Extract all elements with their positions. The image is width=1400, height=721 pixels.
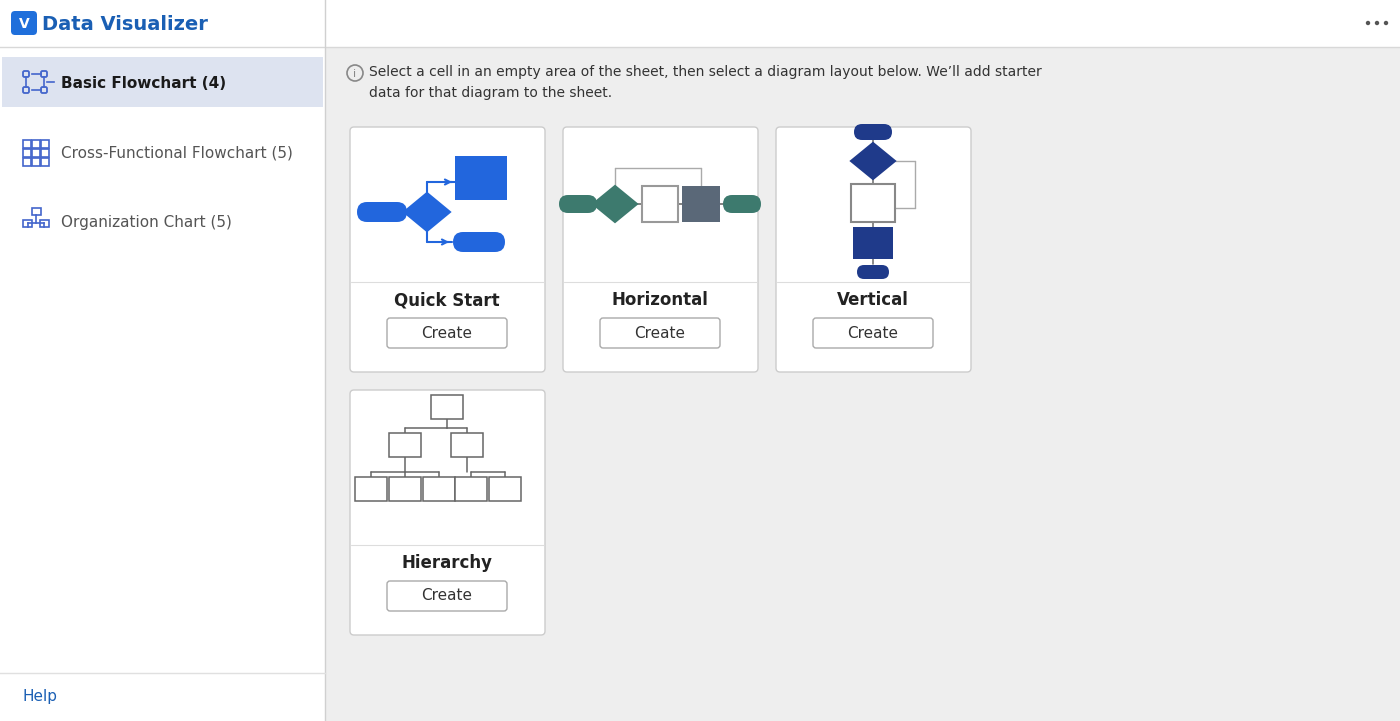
Bar [41,158,49,166]
FancyBboxPatch shape [559,195,596,213]
Bar [356,477,386,501]
Text: Data Visualizer: Data Visualizer [42,14,207,33]
Bar [431,395,463,419]
Polygon shape [405,193,449,231]
Text: V: V [18,17,29,31]
Bar [0,47,325,721]
Bar [32,208,41,215]
Text: Create: Create [634,325,686,340]
Circle shape [1383,21,1389,25]
Bar [0,0,1400,47]
FancyBboxPatch shape [563,127,757,372]
Text: Organization Chart (5): Organization Chart (5) [62,216,232,231]
Text: Quick Start: Quick Start [395,291,500,309]
Bar [643,186,678,222]
Text: Create: Create [421,588,473,603]
Bar [22,158,31,166]
Bar [423,477,455,501]
FancyBboxPatch shape [350,390,545,635]
FancyBboxPatch shape [386,318,507,348]
Bar [32,140,41,148]
Bar [455,477,487,501]
Polygon shape [594,186,637,222]
Bar [41,149,49,157]
Bar [389,477,421,501]
Text: Help: Help [22,689,57,704]
Text: Create: Create [421,325,473,340]
FancyBboxPatch shape [454,232,505,252]
Bar [851,184,895,222]
Text: Create: Create [847,325,899,340]
Text: i: i [353,69,357,79]
Bar [489,477,521,501]
Bar [682,186,720,222]
FancyBboxPatch shape [11,11,36,35]
Circle shape [1375,21,1379,25]
Bar [22,220,32,227]
Text: Basic Flowchart (4): Basic Flowchart (4) [62,76,227,91]
Text: Vertical: Vertical [837,291,909,309]
Circle shape [1366,21,1371,25]
FancyBboxPatch shape [601,318,720,348]
FancyBboxPatch shape [776,127,972,372]
Bar [1,57,323,107]
Text: Hierarchy: Hierarchy [402,554,493,572]
Bar [22,149,31,157]
FancyBboxPatch shape [854,124,892,140]
Bar [41,140,49,148]
Bar [389,433,421,457]
Bar [41,220,49,227]
Bar [32,158,41,166]
FancyBboxPatch shape [857,265,889,279]
Bar [853,227,893,259]
FancyBboxPatch shape [386,581,507,611]
Bar [455,156,507,200]
Bar [32,149,41,157]
Text: Horizontal: Horizontal [612,291,708,309]
Bar [22,140,31,148]
Polygon shape [851,143,895,179]
Bar [451,433,483,457]
Text: Cross-Functional Flowchart (5): Cross-Functional Flowchart (5) [62,146,293,161]
FancyBboxPatch shape [357,202,407,222]
FancyBboxPatch shape [722,195,762,213]
FancyBboxPatch shape [350,127,545,372]
FancyBboxPatch shape [813,318,932,348]
Text: Select a cell in an empty area of the sheet, then select a diagram layout below.: Select a cell in an empty area of the sh… [370,65,1042,100]
Bar [325,47,1400,721]
